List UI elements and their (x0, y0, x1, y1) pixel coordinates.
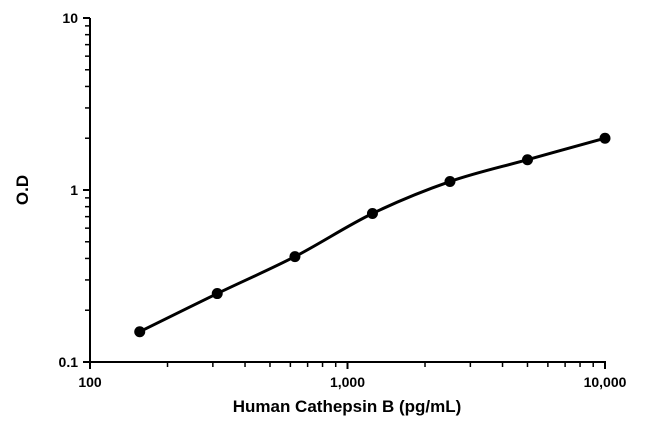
y-axis-ticks: 0.1 1 10 (59, 10, 90, 370)
y-axis-title: O.D (13, 175, 32, 205)
data-point (599, 132, 611, 144)
series-layer (134, 132, 611, 338)
x-axis-title: Human Cathepsin B (pg/mL) (233, 397, 462, 416)
data-point (134, 326, 146, 338)
y-tick-label: 0.1 (59, 354, 79, 370)
data-point (211, 288, 223, 300)
data-point (289, 251, 301, 263)
series-line (139, 136, 606, 334)
data-point (521, 154, 533, 166)
y-tick-label: 1 (70, 182, 78, 198)
x-tick-label: 100 (78, 374, 102, 390)
data-point (444, 176, 456, 188)
x-tick-label: 1,000 (330, 374, 365, 390)
x-tick-label: 10,000 (584, 374, 627, 390)
y-tick-label: 10 (62, 10, 78, 26)
data-point (366, 208, 378, 220)
plot-area: 0.1 1 10 100 1,000 10,000 (59, 10, 627, 390)
x-axis-ticks: 100 1,000 10,000 (78, 362, 627, 390)
